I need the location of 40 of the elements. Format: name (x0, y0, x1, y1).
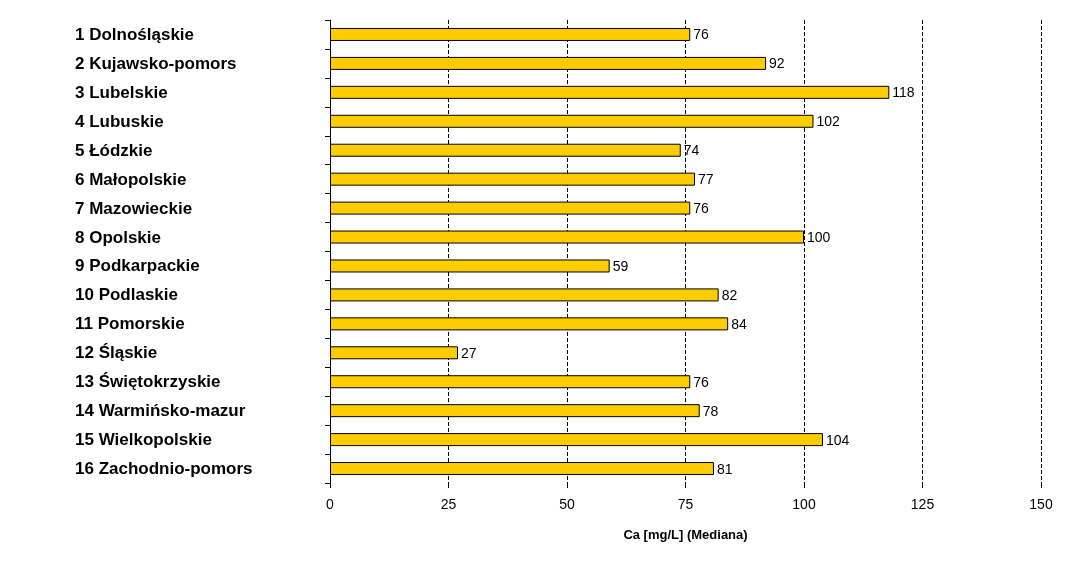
data-label: 77 (697, 171, 714, 188)
data-label: 59 (612, 257, 629, 274)
data-label: 81 (716, 460, 733, 477)
y-tick-label: 2 Kujawsko-pomors (75, 53, 237, 73)
data-label: 82 (721, 286, 738, 303)
data-label: 92 (769, 55, 785, 72)
data-label: 102 (816, 113, 841, 130)
y-tick-label: 13 Świętokrzyskie (75, 372, 221, 392)
data-label: 78 (702, 402, 719, 419)
y-tick-label: 5 Łódzkie (75, 140, 153, 160)
y-tick-label: 4 Lubuskie (75, 111, 164, 131)
y-tick-label: 14 Warmińsko-mazur (75, 401, 246, 421)
y-tick-label: 10 Podlaskie (75, 285, 179, 305)
data-label: 74 (683, 142, 700, 159)
x-tick-label: 100 (792, 496, 816, 512)
x-tick-label: 75 (677, 496, 694, 512)
y-tick-label: 1 Dolnośląskie (75, 24, 195, 44)
data-label: 76 (693, 200, 710, 217)
y-tick-label: 3 Lubelskie (75, 82, 168, 102)
x-tick-label: 50 (559, 496, 575, 512)
data-label: 27 (460, 344, 477, 361)
x-tick-label: 125 (910, 496, 935, 512)
x-axis-title: Ca [mg/L] (Mediana) (623, 527, 748, 542)
data-label: 104 (825, 431, 850, 448)
y-tick-label: 7 Mazowieckie (75, 198, 193, 218)
y-tick-label: 12 Śląskie (75, 343, 158, 363)
x-tick-label: 0 (326, 496, 335, 512)
y-tick-label: 15 Wielkopolskie (75, 430, 212, 450)
y-tick-label: 16 Zachodnio-pomors (75, 459, 253, 479)
y-tick-label: 9 Podkarpackie (75, 256, 200, 276)
data-label: 118 (892, 84, 915, 101)
data-label: 100 (807, 229, 831, 246)
data-label: 76 (693, 373, 710, 390)
data-label: 76 (693, 26, 710, 43)
y-tick-label: 6 Małopolskie (75, 169, 187, 189)
x-tick-label: 25 (440, 496, 457, 512)
y-tick-label: 8 Opolskie (75, 227, 161, 247)
x-tick-label: 150 (1029, 496, 1053, 512)
data-label: 84 (731, 315, 747, 332)
y-tick-label: 11 Pomorskie (75, 314, 185, 334)
